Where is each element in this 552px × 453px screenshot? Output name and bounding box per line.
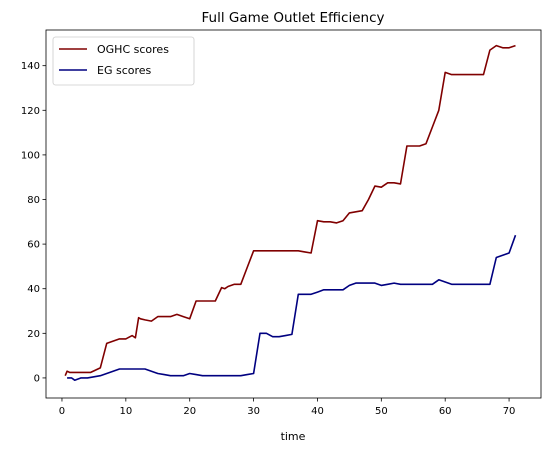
y-tick-label: 80 bbox=[27, 195, 40, 206]
y-tick-label: 120 bbox=[21, 106, 40, 117]
x-tick-label: 70 bbox=[503, 406, 516, 417]
x-axis-title: time bbox=[281, 430, 306, 443]
legend-label: EG scores bbox=[97, 64, 152, 77]
x-tick-label: 0 bbox=[59, 406, 65, 417]
x-tick-label: 30 bbox=[247, 406, 260, 417]
y-tick-label: 40 bbox=[27, 284, 40, 295]
axes-group: 0 10 20 30 40 50 60 70 0 20 40 60 80 100 120 140 bbox=[21, 61, 516, 417]
plot-frame bbox=[45, 29, 542, 399]
y-tick-label: 0 bbox=[34, 373, 40, 384]
x-tick-label: 10 bbox=[119, 406, 132, 417]
legend-label: OGHC scores bbox=[97, 43, 169, 56]
y-tick-label: 60 bbox=[27, 240, 40, 251]
chart-title: Full Game Outlet Efficiency bbox=[201, 10, 384, 26]
x-tick-label: 20 bbox=[183, 406, 196, 417]
x-tick-label: 60 bbox=[439, 406, 452, 417]
y-tick-label: 20 bbox=[27, 329, 40, 340]
y-tick-label: 140 bbox=[21, 61, 40, 72]
series-line-oghc-scores bbox=[64, 44, 516, 377]
y-tick-label: 100 bbox=[21, 150, 40, 161]
series-layer bbox=[64, 44, 517, 382]
x-tick-label: 50 bbox=[375, 406, 388, 417]
legend-box bbox=[52, 36, 195, 86]
series-line-eg-scores bbox=[67, 234, 517, 382]
legend: OGHC scores EG scores bbox=[52, 36, 195, 86]
x-tick-label: 40 bbox=[311, 406, 324, 417]
